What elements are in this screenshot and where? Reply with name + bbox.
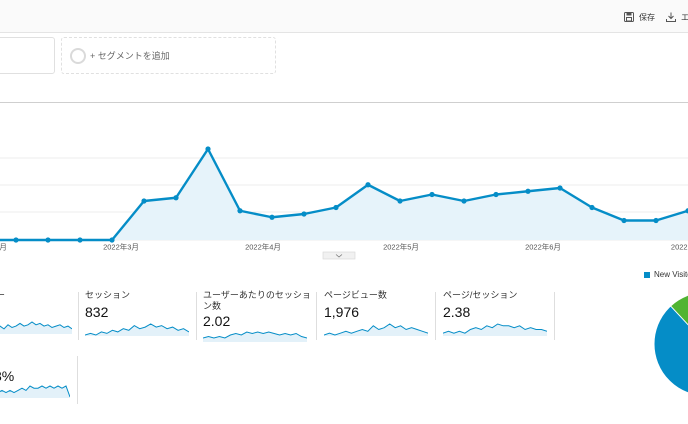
export-button[interactable]: エ [666,10,688,24]
chart-data-point[interactable] [429,191,435,198]
metric-label: セッション [85,290,131,300]
metric-divider [554,292,555,340]
add-segment-button[interactable]: + セグメントを追加 [61,37,276,74]
chart-data-point[interactable] [557,185,563,191]
x-axis-tick-label: 2022年3月 [103,242,139,252]
chart-data-point[interactable] [685,208,688,214]
chart-data-point[interactable] [45,237,51,243]
x-axis-tick-label: 2022年5月 [383,242,419,252]
segment-all-users[interactable] [0,37,55,74]
save-icon [624,12,634,22]
metric-divider [196,292,197,340]
metric-divider [77,356,78,404]
pie-slice-new-visitor [653,294,688,394]
chart-area-fill [0,149,688,240]
metric-value: 2.02 [203,313,231,329]
metric-sparkline [84,323,190,336]
sparkline-line [0,321,73,330]
sessions-line-chart: 2月 2022年3月 2022年4月 2022年5月 2022年6月 2022年 [0,146,688,260]
metric-sparkline [323,323,429,336]
chart-data-point[interactable] [205,146,211,152]
chart-data-point[interactable] [269,214,275,220]
sparkline-area [203,332,307,342]
chart-data-point[interactable] [109,237,115,243]
pie-slice-returning-visitor [669,294,688,326]
x-axis-tick-label: 2022年6月 [525,242,561,252]
segment-placeholder-icon [70,47,86,64]
metric-divider [78,292,79,340]
section-divider [0,102,688,103]
export-label: エ [681,12,688,22]
chart-data-point[interactable] [397,198,403,204]
metric-sessions[interactable]: セッション 832 [84,290,195,340]
metric-value: 1,976 [324,304,360,320]
chart-data-point[interactable] [365,182,371,188]
metric-value: 3% [0,368,15,384]
x-axis-tick-label: 2月 [0,243,7,252]
legend-label-new-visitor: New Visito [654,270,688,279]
metric-label: ユーザーあたりのセッション数 [203,290,311,311]
chart-data-point[interactable] [173,195,179,201]
metric-sparkline [442,323,548,336]
chart-data-point[interactable] [525,188,531,194]
chart-collapse-handle[interactable] [322,251,356,260]
metric-label: ー [0,290,6,300]
chart-data-point[interactable] [77,237,83,243]
metric-sessions-per-user[interactable]: ユーザーあたりのセッション数 2.02 [202,290,313,342]
chart-data-point[interactable] [141,198,147,204]
download-icon [666,12,676,22]
chart-data-point[interactable] [653,217,659,224]
metric-label: ページビュー数 [324,290,387,300]
legend-swatch-new-visitor [644,271,650,278]
sparkline-area [0,386,70,398]
pie-legend: New Visito [644,270,688,279]
metric-users[interactable]: ー [0,290,76,340]
chart-data-point[interactable] [301,211,307,217]
x-axis-tick-label: 2022年4月 [245,242,281,252]
sparkline-area [85,324,189,336]
save-button[interactable]: 保存 [624,10,655,24]
metric-value: 2.38 [443,304,471,320]
x-axis-tick-label: 2022年 [671,242,688,252]
sparkline-line [202,331,308,339]
visitor-pie-chart [653,294,688,394]
sparkline-line [323,323,429,336]
metric-label: ページ/セッション [443,290,518,300]
metric-divider [435,292,436,340]
chart-data-point[interactable] [333,204,339,211]
chart-data-point[interactable] [589,204,595,211]
sparkline-area [324,324,428,336]
chart-data-point[interactable] [237,208,243,214]
metric-value: 832 [85,304,109,320]
chart-data-point[interactable] [461,198,467,204]
sparkline-line [0,385,71,398]
metric-sparkline [0,385,71,398]
sparkline-line [84,323,190,336]
save-label: 保存 [639,12,655,22]
report-toolbar: 保存 エ [0,0,688,33]
add-segment-label: + セグメントを追加 [90,51,170,61]
chart-data-point[interactable] [493,191,499,198]
chart-data-point[interactable] [621,217,627,224]
metric-sparkline [0,321,73,334]
metric-sparkline [202,331,308,342]
metric-divider [316,292,317,340]
metric-pages-per-session[interactable]: ページ/セッション 2.38 [442,290,553,340]
chart-data-point[interactable] [13,237,19,243]
metric-pageviews[interactable]: ページビュー数 1,976 [323,290,434,340]
metric-bounce-rate[interactable]: 3% [0,368,74,418]
sparkline-line [442,323,548,334]
sparkline-area [0,322,72,334]
